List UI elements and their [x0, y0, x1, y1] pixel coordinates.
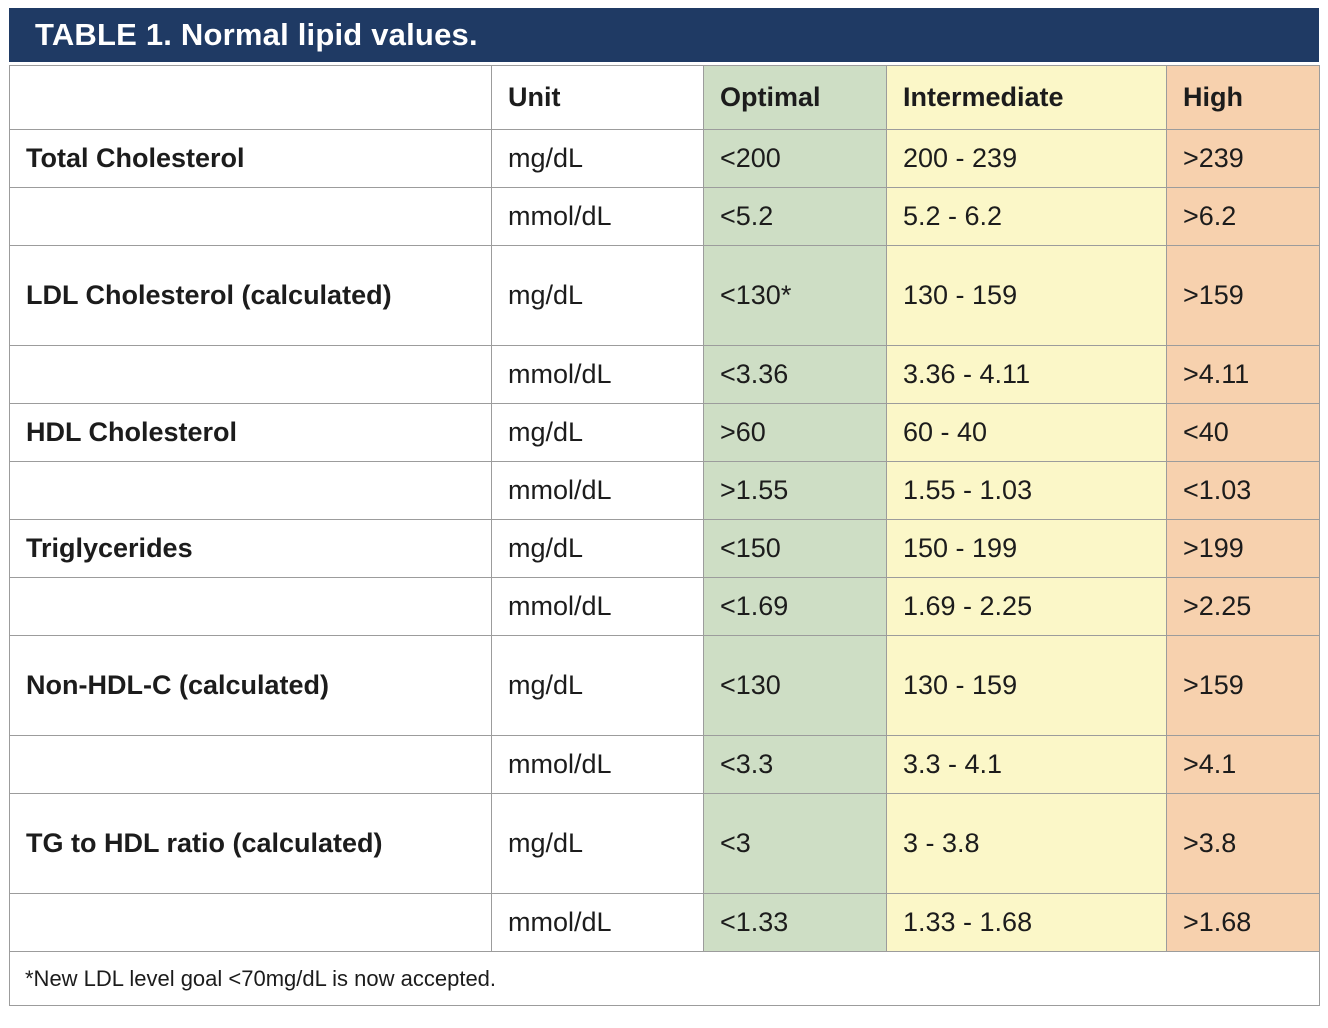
row-optimal-value: <130*	[703, 245, 887, 346]
row-unit: mg/dL	[491, 635, 704, 736]
table-row: mmol/dL <1.33 1.33 - 1.68 >1.68	[9, 893, 1320, 952]
row-unit: mmol/dL	[491, 345, 704, 404]
row-label: LDL Cholesterol (calculated)	[9, 245, 492, 346]
row-unit: mmol/dL	[491, 461, 704, 520]
row-optimal-value: <3.36	[703, 345, 887, 404]
row-intermediate-value: 5.2 - 6.2	[886, 187, 1167, 246]
header-parameter-empty-cell	[9, 65, 492, 130]
header-row: Unit Optimal Intermediate High	[9, 65, 1320, 130]
table-row: Total Cholesterol mg/dL <200 200 - 239 >…	[9, 129, 1320, 188]
row-optimal-value: <5.2	[703, 187, 887, 246]
table-title-bar: TABLE 1. Normal lipid values.	[9, 8, 1319, 62]
row-unit: mmol/dL	[491, 577, 704, 636]
row-unit: mg/dL	[491, 793, 704, 894]
row-unit: mmol/dL	[491, 893, 704, 952]
table-row: mmol/dL <3.36 3.36 - 4.11 >4.11	[9, 345, 1320, 404]
row-intermediate-value: 3 - 3.8	[886, 793, 1167, 894]
lipid-table-body: Total Cholesterol mg/dL <200 200 - 239 >…	[9, 129, 1320, 952]
row-unit: mg/dL	[491, 129, 704, 188]
row-unit: mg/dL	[491, 519, 704, 578]
row-intermediate-value: 3.3 - 4.1	[886, 735, 1167, 794]
row-optimal-value: >1.55	[703, 461, 887, 520]
lipid-values-table: Unit Optimal Intermediate High Total Cho…	[9, 65, 1320, 1006]
row-intermediate-value: 3.36 - 4.11	[886, 345, 1167, 404]
row-high-value: >239	[1166, 129, 1320, 188]
row-unit: mmol/dL	[491, 187, 704, 246]
row-label: Total Cholesterol	[9, 129, 492, 188]
row-intermediate-value: 200 - 239	[886, 129, 1167, 188]
row-label: Non-HDL-C (calculated)	[9, 635, 492, 736]
row-high-value: >159	[1166, 245, 1320, 346]
row-label	[9, 893, 492, 952]
row-label: HDL Cholesterol	[9, 403, 492, 462]
row-label: Triglycerides	[9, 519, 492, 578]
row-high-value: >4.11	[1166, 345, 1320, 404]
row-high-value: >199	[1166, 519, 1320, 578]
row-intermediate-value: 130 - 159	[886, 245, 1167, 346]
row-high-value: >4.1	[1166, 735, 1320, 794]
row-optimal-value: <3	[703, 793, 887, 894]
header-optimal: Optimal	[703, 65, 887, 130]
row-intermediate-value: 60 - 40	[886, 403, 1167, 462]
row-high-value: >2.25	[1166, 577, 1320, 636]
table-row: mmol/dL <1.69 1.69 - 2.25 >2.25	[9, 577, 1320, 636]
row-label	[9, 577, 492, 636]
row-optimal-value: <200	[703, 129, 887, 188]
row-high-value: >6.2	[1166, 187, 1320, 246]
header-unit: Unit	[491, 65, 704, 130]
footnote-row: *New LDL level goal <70mg/dL is now acce…	[9, 951, 1320, 1006]
footnote: *New LDL level goal <70mg/dL is now acce…	[9, 951, 1320, 1006]
row-unit: mg/dL	[491, 245, 704, 346]
row-intermediate-value: 1.55 - 1.03	[886, 461, 1167, 520]
table-row: HDL Cholesterol mg/dL >60 60 - 40 <40	[9, 403, 1320, 462]
row-intermediate-value: 1.33 - 1.68	[886, 893, 1167, 952]
row-label: TG to HDL ratio (calculated)	[9, 793, 492, 894]
table-title: TABLE 1. Normal lipid values.	[35, 17, 478, 52]
row-intermediate-value: 130 - 159	[886, 635, 1167, 736]
table-row: mmol/dL <3.3 3.3 - 4.1 >4.1	[9, 735, 1320, 794]
row-optimal-value: <150	[703, 519, 887, 578]
row-optimal-value: <3.3	[703, 735, 887, 794]
header-intermediate: Intermediate	[886, 65, 1167, 130]
row-high-value: >3.8	[1166, 793, 1320, 894]
row-intermediate-value: 150 - 199	[886, 519, 1167, 578]
table-row: mmol/dL >1.55 1.55 - 1.03 <1.03	[9, 461, 1320, 520]
row-intermediate-value: 1.69 - 2.25	[886, 577, 1167, 636]
row-label	[9, 345, 492, 404]
row-optimal-value: <1.69	[703, 577, 887, 636]
table-row: mmol/dL <5.2 5.2 - 6.2 >6.2	[9, 187, 1320, 246]
header-high: High	[1166, 65, 1320, 130]
row-high-value: <1.03	[1166, 461, 1320, 520]
row-unit: mmol/dL	[491, 735, 704, 794]
row-label	[9, 461, 492, 520]
table-row: LDL Cholesterol (calculated) mg/dL <130*…	[9, 245, 1320, 346]
row-unit: mg/dL	[491, 403, 704, 462]
row-optimal-value: <130	[703, 635, 887, 736]
table-row: Triglycerides mg/dL <150 150 - 199 >199	[9, 519, 1320, 578]
row-optimal-value: <1.33	[703, 893, 887, 952]
row-label	[9, 187, 492, 246]
row-high-value: >1.68	[1166, 893, 1320, 952]
row-high-value: >159	[1166, 635, 1320, 736]
row-optimal-value: >60	[703, 403, 887, 462]
table-row: Non-HDL-C (calculated) mg/dL <130 130 - …	[9, 635, 1320, 736]
row-high-value: <40	[1166, 403, 1320, 462]
row-label	[9, 735, 492, 794]
table-row: TG to HDL ratio (calculated) mg/dL <3 3 …	[9, 793, 1320, 894]
